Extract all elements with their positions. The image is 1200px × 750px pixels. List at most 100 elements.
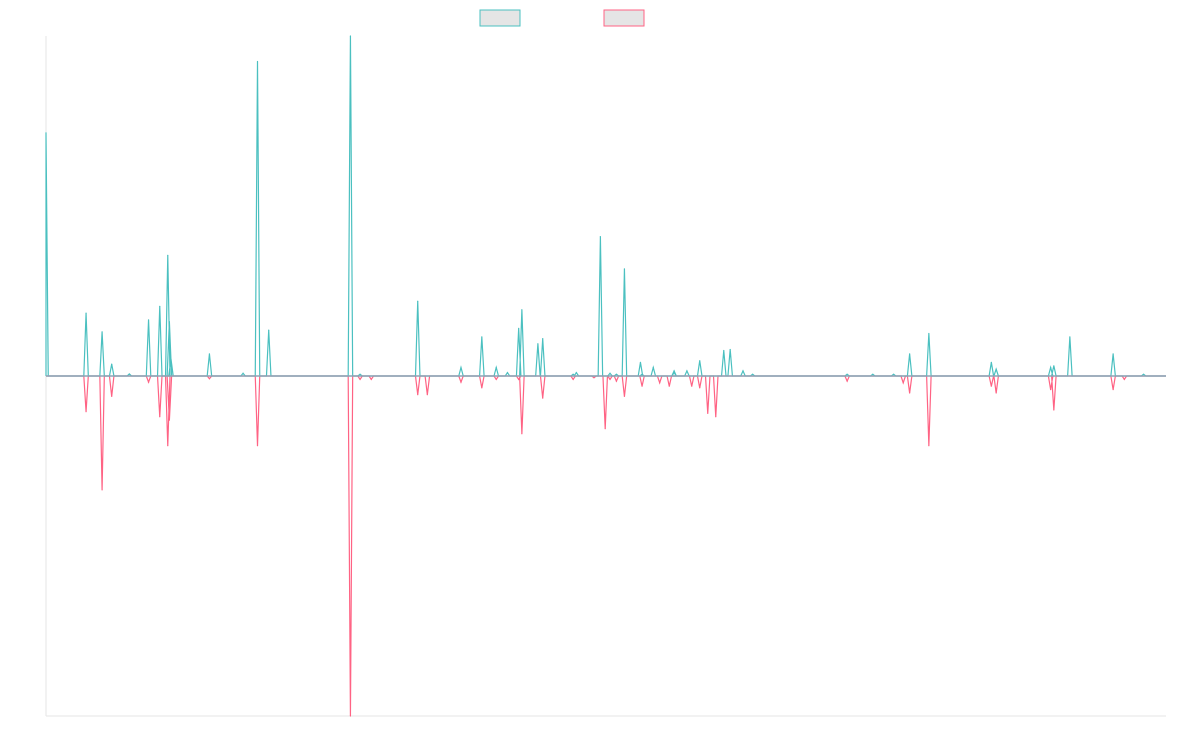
peak-point-red-35: [909, 392, 911, 394]
peak-point-red-26: [641, 385, 643, 387]
peak-point-red-17: [518, 378, 520, 380]
peak-point-teal-47: [990, 361, 992, 363]
peak-point-teal-50: [1053, 365, 1055, 367]
peak-point-red-8: [256, 445, 259, 447]
peak-point-teal-16: [417, 300, 419, 302]
peak-point-teal-37: [699, 360, 701, 362]
peak-point-teal-27: [599, 236, 601, 238]
peak-point-teal-44: [893, 373, 895, 375]
peak-point-teal-14: [349, 35, 352, 37]
peak-point-teal-49: [1050, 366, 1052, 369]
peak-point-red-21: [593, 377, 595, 379]
peak-point-teal-6: [159, 305, 161, 307]
legend-swatch-teal[interactable]: [479, 9, 521, 27]
peak-point-red-10: [359, 378, 361, 380]
peak-point-red-2: [111, 395, 113, 397]
peak-point-teal-18: [481, 336, 483, 338]
peak-point-teal-53: [1142, 373, 1145, 375]
peak-point-red-40: [1053, 409, 1055, 411]
peak-point-red-16: [495, 378, 497, 380]
peak-point-red-39: [1050, 389, 1052, 391]
peak-point-teal-34: [673, 370, 675, 372]
legend: [479, 9, 645, 27]
peak-point-teal-20: [506, 372, 509, 374]
peak-point-red-22: [604, 428, 606, 430]
peak-point-red-9: [349, 715, 352, 717]
peak-point-teal-22: [521, 309, 523, 311]
peak-point-red-29: [691, 385, 693, 387]
peak-point-red-28: [668, 385, 670, 387]
peak-point-teal-5: [147, 319, 150, 321]
peak-point-teal-28: [609, 372, 611, 374]
peak-point-teal-33: [652, 366, 654, 369]
peak-point-red-13: [426, 394, 428, 396]
peak-point-teal-23: [537, 343, 539, 345]
peak-point-red-18: [521, 433, 523, 435]
series-line-teal: [45, 35, 1166, 377]
peak-point-red-4: [159, 416, 161, 418]
peak-point-teal-15: [359, 373, 361, 375]
peak-point-teal-21: [518, 327, 520, 329]
peak-point-teal-26: [575, 372, 577, 374]
peak-point-teal-11: [242, 372, 244, 374]
peak-point-teal-36: [686, 370, 688, 372]
peak-point-teal-19: [495, 366, 497, 369]
peak-point-teal-3: [111, 363, 113, 365]
legend-swatch-red[interactable]: [603, 9, 645, 27]
peak-point-teal-43: [872, 373, 874, 375]
peak-point-red-1: [101, 489, 103, 491]
peak-point-teal-31: [639, 361, 642, 363]
peak-point-red-15: [481, 387, 483, 389]
peak-point-teal-8: [168, 321, 170, 323]
peak-point-red-32: [715, 416, 717, 418]
peak-point-teal-7: [167, 254, 169, 256]
peak-point-teal-39: [729, 348, 731, 351]
peak-point-teal-52: [1112, 353, 1114, 355]
peak-point-teal-46: [928, 332, 930, 335]
peak-point-red-14: [460, 381, 462, 383]
peak-point-red-34: [902, 382, 904, 384]
peak-point-teal-32: [641, 373, 643, 375]
peak-point-red-20: [572, 378, 574, 380]
peak-point-teal-25: [572, 373, 574, 375]
peak-point-teal-9: [170, 358, 172, 360]
series-layer: [45, 35, 1166, 717]
peak-point-red-5: [167, 445, 169, 447]
peak-point-red-6: [168, 419, 170, 421]
peak-point-red-3: [147, 381, 150, 383]
series-line-red: [46, 375, 1166, 717]
peak-point-red-24: [615, 380, 618, 382]
peak-point-red-23: [609, 378, 611, 380]
peak-point-teal-30: [623, 268, 626, 270]
peak-point-teal-29: [615, 373, 618, 375]
peak-point-red-37: [990, 385, 992, 387]
peak-point-red-30: [699, 387, 701, 389]
peak-point-teal-38: [723, 349, 725, 352]
peak-point-red-31: [707, 412, 709, 414]
peak-point-red-42: [1123, 378, 1125, 380]
peak-point-teal-13: [268, 329, 270, 331]
peak-point-red-33: [846, 380, 848, 382]
peak-point-red-11: [370, 378, 372, 380]
peak-point-teal-51: [1069, 336, 1071, 338]
peak-point-red-36: [928, 445, 930, 447]
peak-point-teal-0: [45, 132, 47, 134]
peak-point-teal-48: [995, 368, 997, 370]
peak-point-teal-40: [742, 370, 744, 372]
peak-point-teal-41: [752, 373, 754, 375]
peak-point-red-41: [1112, 389, 1114, 391]
peak-point-red-12: [417, 394, 419, 396]
peak-point-red-27: [659, 382, 661, 384]
peak-point-red-25: [623, 395, 626, 397]
peak-point-teal-24: [542, 338, 544, 340]
peak-point-teal-35: [673, 372, 675, 374]
peak-point-red-38: [995, 392, 997, 394]
peak-point-teal-10: [208, 353, 211, 355]
peak-point-red-19: [542, 397, 544, 399]
peak-point-teal-2: [101, 331, 103, 333]
peak-point-teal-45: [909, 353, 911, 355]
peak-point-teal-17: [460, 366, 462, 369]
peak-point-red-7: [208, 378, 211, 380]
